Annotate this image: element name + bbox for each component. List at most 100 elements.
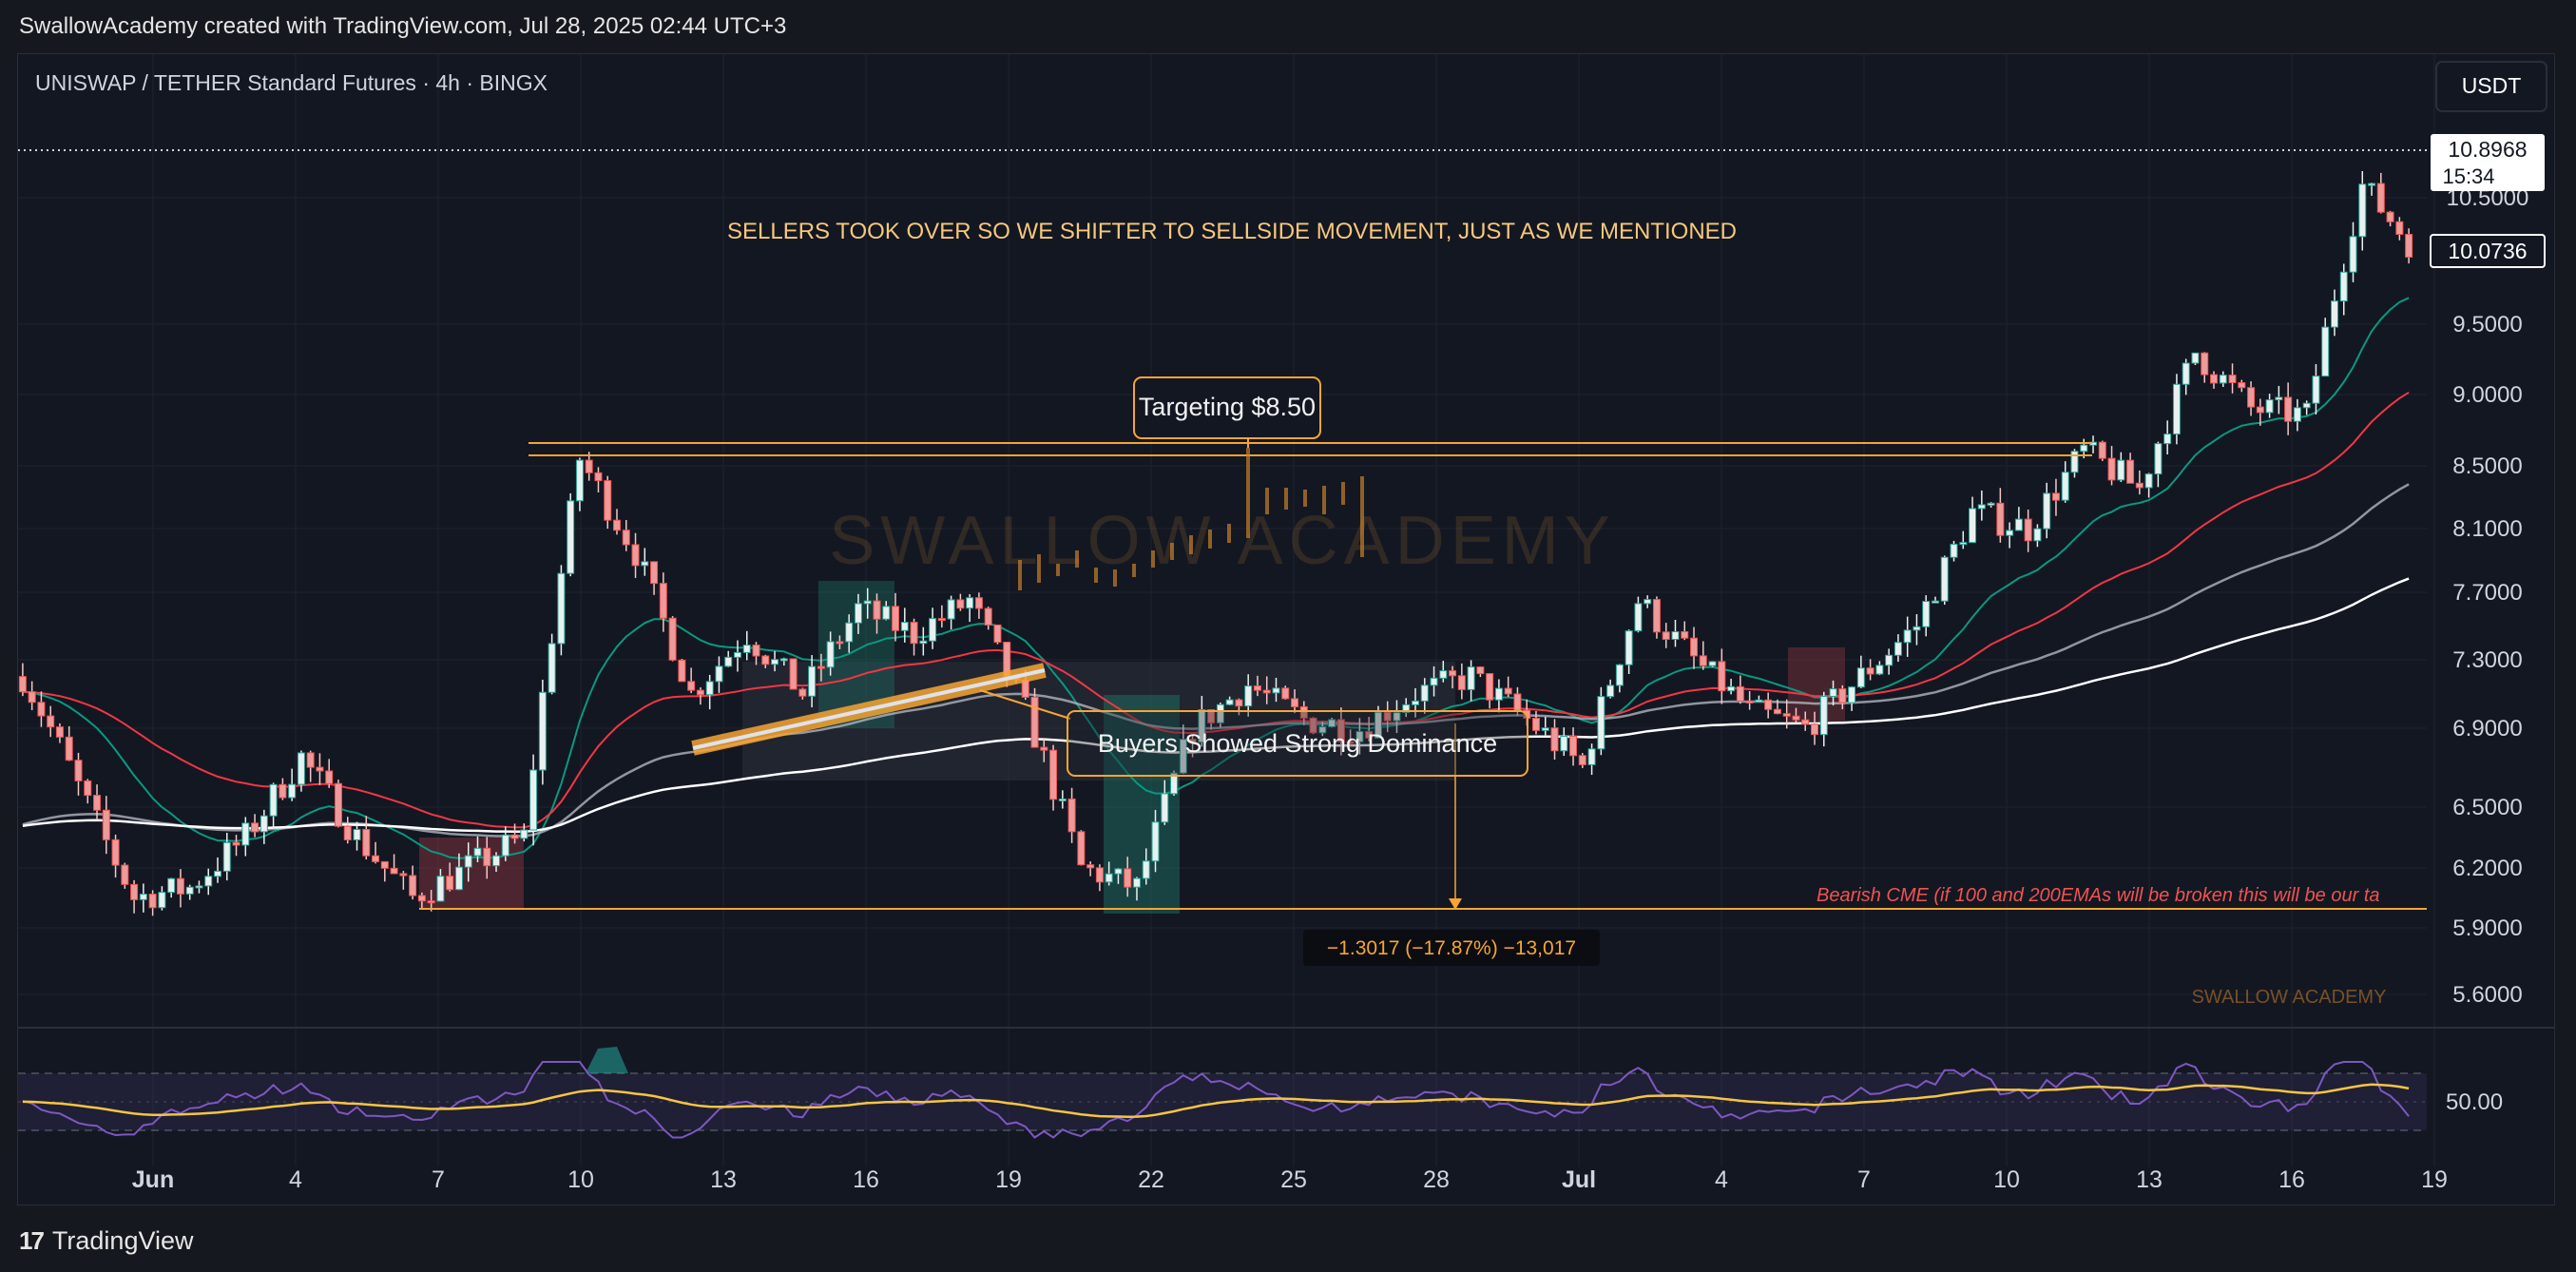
candle-body: [1412, 700, 1419, 705]
tradingview-brand: TradingView: [51, 1226, 194, 1255]
candle-body: [1346, 741, 1355, 744]
candle-body: [269, 783, 278, 817]
candle-body: [65, 736, 73, 761]
candle-body: [659, 583, 667, 619]
candle-body: [1597, 696, 1605, 750]
candle-body: [2210, 374, 2218, 384]
currency-button[interactable]: [2435, 61, 2547, 112]
candle-body: [167, 877, 176, 894]
rsi-level-label: 50.00: [2446, 1089, 2503, 1115]
cme-note: Bearish CME (if 100 and 200EMAs will be …: [1817, 885, 2380, 906]
candle-body: [687, 681, 696, 691]
candle-body: [2265, 399, 2274, 414]
candle-body: [974, 597, 983, 609]
price-tick-label: 6.2000: [2452, 856, 2522, 881]
time-tick-label: 16: [853, 1166, 879, 1193]
candle-body: [910, 622, 918, 645]
candle-body: [483, 847, 491, 867]
candle-body: [1634, 603, 1643, 632]
candle-body: [2358, 183, 2367, 238]
time-tick-label: Jul: [1562, 1166, 1596, 1193]
trendline-core: [692, 668, 1046, 750]
candle-body: [1170, 772, 1179, 795]
time-axis[interactable]: Jun 4 7 10 13 16 19 22 25 28 Jul 4 7 10 13 16 19: [132, 1166, 2448, 1193]
candle-body: [390, 867, 398, 875]
target-callout-box[interactable]: [1133, 376, 1321, 439]
candle-body: [28, 691, 36, 703]
candle-body: [1987, 502, 1995, 506]
candle-body: [1132, 877, 1141, 888]
price-chart[interactable]: SWALLOW ACADEMY SWALLOW ACADEMY: [18, 54, 2554, 1205]
candle-body: [222, 841, 231, 872]
candle-body: [1457, 675, 1466, 690]
candle-body: [158, 892, 166, 909]
candle-body: [2080, 444, 2088, 453]
headline-annotation[interactable]: SELLERS TOOK OVER SO WE SHIFTER TO SELLS…: [727, 219, 1737, 244]
candle-body: [1244, 685, 1253, 707]
candle-body: [2219, 375, 2227, 384]
candle-body: [557, 572, 566, 645]
candle-body: [37, 702, 46, 717]
candle-body: [2191, 352, 2200, 364]
candle-body: [214, 870, 221, 877]
time-tick-label: 10: [1993, 1166, 2020, 1193]
candle-body: [631, 544, 640, 567]
candle-body: [47, 715, 55, 728]
candle-body: [1365, 730, 1374, 739]
symbol-title[interactable]: UNISWAP / TETHER Standard Futures · 4h ·…: [35, 70, 548, 95]
candle-body: [1049, 749, 1058, 800]
buyers-callout-box[interactable]: [1067, 710, 1528, 777]
candle-body: [353, 828, 361, 840]
chart-frame[interactable]: SWALLOW ACADEMY SWALLOW ACADEMY: [17, 53, 2555, 1205]
candle-body: [1550, 727, 1559, 752]
candle-body: [2405, 234, 2413, 258]
candle-body: [362, 828, 371, 857]
candle-body: [1913, 626, 1921, 631]
candle-body: [427, 900, 435, 904]
candle-body: [1393, 712, 1401, 722]
candle-body: [1578, 755, 1586, 765]
candle-body: [622, 530, 630, 546]
time-tick-label: 19: [2421, 1166, 2448, 1193]
crosshair-price-label: 10.0736: [2448, 239, 2527, 263]
candle-body: [1299, 705, 1308, 719]
candle-body: [1374, 711, 1382, 739]
candle-body: [854, 603, 862, 624]
center-watermark: SWALLOW ACADEMY: [829, 503, 1615, 579]
candle-body: [742, 645, 751, 653]
candle-body: [93, 795, 102, 811]
candle-body: [2293, 407, 2301, 422]
candle-body: [74, 760, 83, 781]
price-tick-label: 8.1000: [2452, 516, 2522, 542]
tradingview-logo[interactable]: 17 TradingView: [19, 1226, 194, 1256]
candle-body: [1736, 685, 1744, 702]
candle-body: [529, 769, 538, 831]
candle-body: [510, 834, 519, 839]
crosshair-price-box: [2430, 234, 2546, 268]
candle-body: [185, 886, 194, 895]
candle-body: [343, 825, 352, 840]
candle-body: [2098, 441, 2106, 459]
candle-body: [1291, 698, 1299, 707]
candle-body: [1198, 709, 1206, 743]
price-axis[interactable]: 10.50009.50009.00008.50008.10007.70007.3…: [2447, 185, 2529, 1008]
candle-body: [1030, 696, 1039, 748]
candle-body: [668, 617, 677, 661]
candle-body: [705, 681, 714, 696]
candle-body: [102, 809, 110, 840]
measure-text: −1.3017 (−17.87%) −13,017: [1327, 937, 1576, 959]
candle-body: [613, 519, 621, 531]
candle-body: [195, 885, 203, 889]
candle-body: [1885, 654, 1894, 666]
candle-body: [1095, 867, 1104, 883]
candle-body: [900, 622, 909, 631]
candle-body: [1727, 685, 1736, 692]
candle-body: [1272, 687, 1280, 694]
candle-body: [1420, 684, 1429, 702]
time-tick-label: 28: [1423, 1166, 1450, 1193]
candle-body: [604, 480, 612, 521]
candle-body: [1801, 719, 1810, 725]
candle-body: [417, 895, 426, 902]
candle-body: [1151, 821, 1160, 862]
candle-body: [2126, 459, 2135, 484]
